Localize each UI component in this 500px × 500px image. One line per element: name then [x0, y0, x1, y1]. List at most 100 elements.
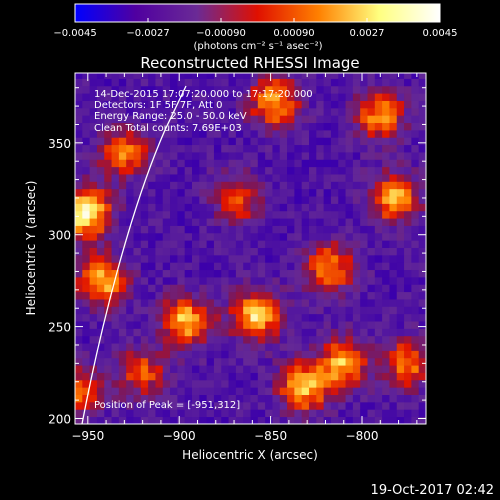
heatmap-cell: [213, 291, 222, 300]
heatmap-cell: [177, 401, 186, 410]
heatmap-cell: [367, 409, 376, 418]
heatmap-cell: [257, 269, 266, 278]
heatmap-cell: [323, 240, 332, 248]
heatmap-cell: [418, 365, 426, 373]
heatmap-cell: [111, 152, 120, 160]
heatmap-cell: [192, 365, 200, 373]
heatmap-cell: [294, 328, 303, 337]
heatmap-cell: [323, 159, 332, 168]
heatmap-cell: [272, 357, 281, 366]
heatmap-cell: [170, 247, 178, 256]
heatmap-cell: [418, 328, 426, 337]
heatmap-cell: [323, 93, 332, 101]
heatmap-cell: [192, 416, 200, 424]
heatmap-cell: [323, 409, 332, 418]
colorbar-tick-label: 0.0027: [350, 28, 385, 39]
heatmap-cell: [257, 166, 266, 175]
heatmap-cell: [382, 181, 390, 190]
heatmap-cell: [192, 357, 200, 366]
heatmap-cell: [250, 401, 259, 410]
heatmap-cell: [118, 365, 127, 373]
heatmap-cell: [148, 188, 156, 197]
heatmap-cell: [411, 284, 420, 293]
heatmap-cell: [184, 232, 193, 241]
heatmap-cell: [126, 240, 134, 248]
heatmap-cell: [338, 210, 346, 219]
heatmap-cell: [82, 166, 91, 175]
heatmap-cell: [338, 93, 346, 101]
heatmap-cell: [213, 343, 222, 351]
heatmap-cell: [133, 350, 142, 359]
heatmap-cell: [177, 129, 186, 138]
heatmap-cell: [345, 335, 354, 344]
heatmap-cell: [352, 357, 361, 366]
heatmap-cell: [323, 365, 332, 373]
heatmap-cell: [367, 269, 376, 278]
heatmap-cell: [199, 401, 208, 410]
heatmap-cell: [309, 232, 317, 241]
heatmap-cell: [177, 394, 186, 403]
heatmap-cell: [162, 357, 171, 366]
heatmap-cell: [75, 107, 83, 116]
heatmap-cell: [184, 159, 193, 168]
heatmap-cell: [287, 152, 295, 160]
heatmap-cell: [104, 107, 112, 116]
heatmap-cell: [272, 225, 281, 234]
heatmap-cell: [287, 262, 295, 271]
heatmap-cell: [126, 225, 134, 234]
heatmap-cell: [309, 254, 317, 263]
heatmap-cell: [316, 328, 325, 337]
heatmap-cell: [228, 269, 237, 278]
heatmap-cell: [265, 365, 273, 373]
heatmap-cell: [309, 203, 317, 212]
heatmap-cell: [287, 254, 295, 263]
heatmap-cell: [243, 313, 251, 322]
heatmap-cell: [330, 335, 339, 344]
heatmap-cell: [316, 210, 325, 219]
heatmap-cell: [162, 291, 171, 300]
heatmap-cell: [367, 196, 376, 204]
heatmap-cell: [89, 387, 98, 395]
heatmap-cell: [396, 129, 405, 138]
heatmap-cell: [250, 159, 259, 168]
heatmap-cell: [184, 379, 193, 388]
heatmap-cell: [404, 262, 412, 271]
heatmap-cell: [75, 269, 83, 278]
heatmap-cell: [330, 365, 339, 373]
heatmap-cell: [418, 350, 426, 359]
heatmap-cell: [82, 284, 91, 293]
heatmap-cell: [418, 174, 426, 182]
heatmap-cell: [170, 276, 178, 285]
heatmap-cell: [162, 210, 171, 219]
heatmap-cell: [199, 269, 208, 278]
heatmap-cell: [345, 357, 354, 366]
heatmap-cell: [228, 188, 237, 197]
heatmap-cell: [389, 269, 398, 278]
heatmap-cell: [111, 416, 120, 424]
heatmap-cell: [389, 284, 398, 293]
heatmap-cell: [367, 372, 376, 381]
heatmap-cell: [170, 188, 178, 197]
heatmap-cell: [309, 122, 317, 131]
heatmap-cell: [228, 152, 237, 160]
heatmap-cell: [287, 144, 295, 153]
heatmap-cell: [89, 269, 98, 278]
heatmap-cell: [294, 335, 303, 344]
heatmap-cell: [228, 409, 237, 418]
heatmap-cell: [301, 350, 310, 359]
heatmap-cell: [279, 232, 288, 241]
heatmap-cell: [279, 379, 288, 388]
heatmap-cell: [265, 240, 273, 248]
heatmap-cell: [243, 328, 251, 337]
heatmap-cell: [155, 284, 164, 293]
heatmap-cell: [199, 254, 208, 263]
heatmap-cell: [287, 218, 295, 226]
colorbar: [74, 3, 441, 23]
heatmap-cell: [418, 276, 426, 285]
heatmap-cell: [418, 401, 426, 410]
heatmap-cell: [162, 416, 171, 424]
heatmap-cell: [177, 306, 186, 315]
heatmap-cell: [213, 129, 222, 138]
heatmap-cell: [250, 365, 259, 373]
heatmap-cell: [279, 137, 288, 146]
